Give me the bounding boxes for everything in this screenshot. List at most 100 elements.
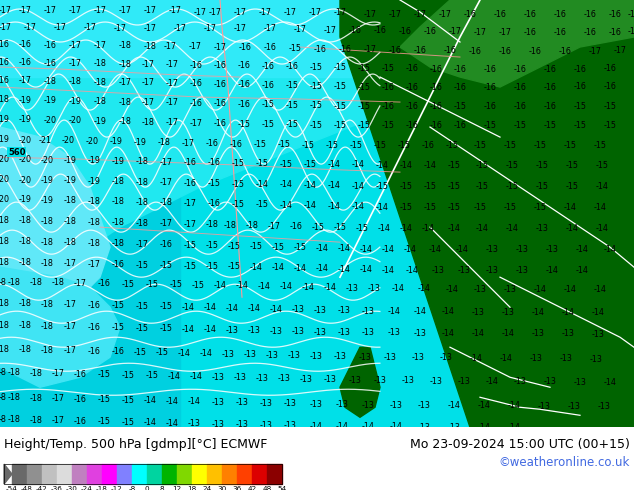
Text: -13: -13 <box>418 423 430 432</box>
Text: -13: -13 <box>411 353 424 362</box>
Text: -16: -16 <box>424 26 436 35</box>
Text: -14: -14 <box>256 180 268 189</box>
Text: -18: -18 <box>94 97 107 105</box>
Text: -15: -15 <box>261 120 275 128</box>
Text: -15: -15 <box>333 81 347 91</box>
Text: -15: -15 <box>309 81 323 91</box>
Text: -15: -15 <box>136 302 148 311</box>
Text: -19: -19 <box>18 115 32 123</box>
Text: -15: -15 <box>261 99 275 109</box>
Text: -18: -18 <box>0 216 10 224</box>
Text: -17: -17 <box>628 26 634 35</box>
Text: -13: -13 <box>259 399 273 408</box>
Text: -14: -14 <box>304 200 316 210</box>
Text: -15: -15 <box>358 121 370 129</box>
Text: -15: -15 <box>564 141 576 149</box>
Text: -16: -16 <box>214 79 226 89</box>
Text: -15: -15 <box>309 63 323 72</box>
Text: -13: -13 <box>269 327 282 336</box>
Text: -15: -15 <box>136 261 148 270</box>
Text: -17: -17 <box>268 221 280 231</box>
Text: -14: -14 <box>190 372 202 381</box>
Text: -15: -15 <box>398 141 410 149</box>
Text: -16: -16 <box>184 158 197 167</box>
Text: -14: -14 <box>456 245 469 254</box>
Text: -14: -14 <box>446 285 458 294</box>
Text: -18: -18 <box>87 196 100 206</box>
Text: -15: -15 <box>333 222 347 232</box>
Polygon shape <box>340 0 634 427</box>
Text: -14: -14 <box>359 265 372 274</box>
Text: -17: -17 <box>44 5 56 15</box>
Text: -16: -16 <box>514 65 526 74</box>
Text: 24: 24 <box>202 486 212 490</box>
Text: -13: -13 <box>536 223 548 233</box>
Text: -13: -13 <box>188 419 200 428</box>
Text: -15: -15 <box>309 121 323 129</box>
Text: -18: -18 <box>112 239 124 247</box>
Text: -17: -17 <box>136 240 148 248</box>
Text: -15: -15 <box>325 141 339 149</box>
Text: -17: -17 <box>363 45 377 53</box>
Text: -14: -14 <box>592 308 604 317</box>
Text: -19: -19 <box>0 115 10 123</box>
Text: -15: -15 <box>333 121 347 129</box>
Text: -14: -14 <box>236 281 249 290</box>
Text: -16: -16 <box>285 62 299 71</box>
Bar <box>207 464 222 484</box>
Text: -16: -16 <box>74 417 86 426</box>
Text: -18: -18 <box>8 393 20 402</box>
Text: -17: -17 <box>18 75 32 85</box>
Text: -15: -15 <box>448 203 460 212</box>
Text: -18: -18 <box>18 345 32 354</box>
Text: -15: -15 <box>349 141 363 149</box>
Bar <box>147 464 162 484</box>
Text: -13: -13 <box>278 374 290 383</box>
Text: -21: -21 <box>39 136 51 145</box>
Text: -18: -18 <box>136 197 148 207</box>
Text: -14: -14 <box>399 161 413 170</box>
Text: -15: -15 <box>169 280 183 289</box>
Text: -16: -16 <box>262 80 275 90</box>
Text: -19: -19 <box>44 96 56 104</box>
Text: -24: -24 <box>81 486 93 490</box>
Text: -16: -16 <box>430 65 443 74</box>
Text: -20: -20 <box>18 175 32 185</box>
Text: -54: -54 <box>6 486 18 490</box>
Text: -13: -13 <box>266 351 278 360</box>
Text: -18: -18 <box>224 220 236 230</box>
Text: -16: -16 <box>453 65 467 74</box>
Text: -18: -18 <box>18 299 32 308</box>
Text: -17: -17 <box>614 46 626 54</box>
Text: -17: -17 <box>448 26 462 35</box>
Text: -16: -16 <box>406 64 418 73</box>
Text: -15: -15 <box>183 262 197 270</box>
Text: -20: -20 <box>0 195 10 204</box>
Text: -18: -18 <box>41 346 53 355</box>
Text: -14: -14 <box>501 329 514 338</box>
Text: -17: -17 <box>214 43 226 51</box>
Text: -14: -14 <box>477 401 491 410</box>
Text: -18: -18 <box>136 219 148 228</box>
Text: -14: -14 <box>389 422 403 431</box>
Text: -20: -20 <box>44 116 56 124</box>
Bar <box>192 464 207 484</box>
Text: -17: -17 <box>160 158 172 167</box>
Text: -14: -14 <box>214 281 226 290</box>
Text: -16: -16 <box>484 82 496 92</box>
Text: -17: -17 <box>160 219 172 228</box>
Text: -14: -14 <box>505 223 519 233</box>
Text: -19: -19 <box>112 157 124 166</box>
Text: -15: -15 <box>136 324 148 333</box>
Bar <box>252 464 267 484</box>
Text: -16: -16 <box>190 61 202 70</box>
Text: -14: -14 <box>576 245 588 254</box>
Text: -13: -13 <box>259 421 273 430</box>
Text: -14: -14 <box>404 245 417 254</box>
Text: -15: -15 <box>474 203 486 212</box>
Text: -18: -18 <box>8 415 20 424</box>
Text: -16: -16 <box>604 81 616 91</box>
Text: -18: -18 <box>18 216 32 224</box>
Text: -16: -16 <box>553 27 566 37</box>
Text: -18: -18 <box>0 345 10 354</box>
